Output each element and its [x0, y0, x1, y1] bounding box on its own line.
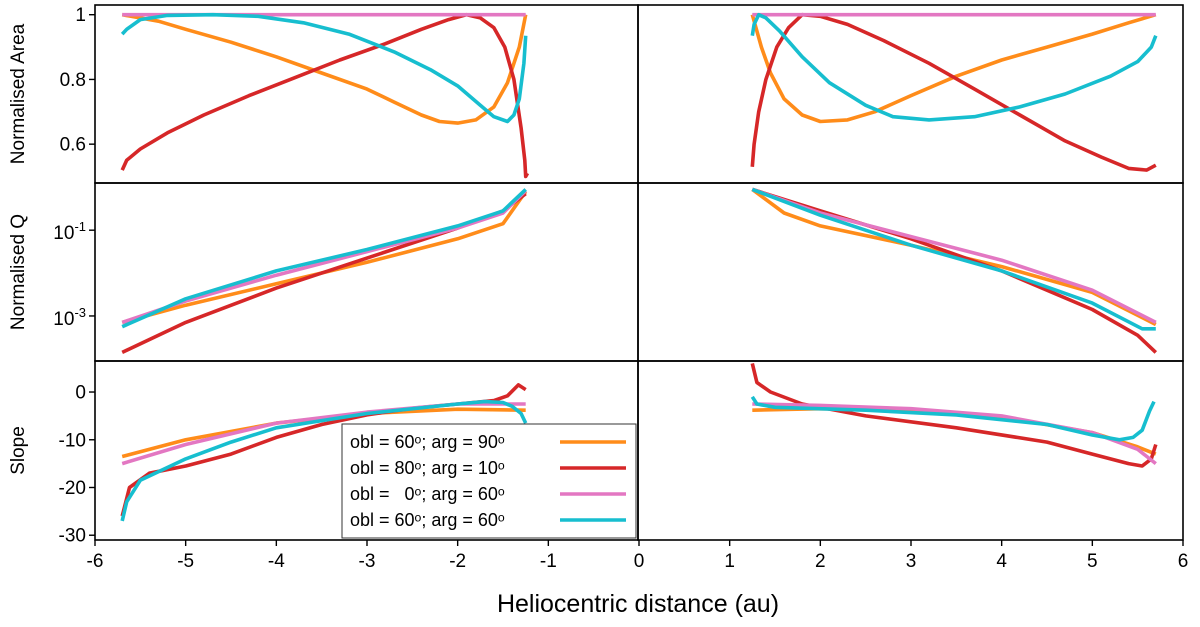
- y-tick-label-slope-2: -20: [59, 478, 86, 499]
- series-line-slope-3-right: [752, 402, 1157, 466]
- panel-slope-curves: [120, 362, 1158, 522]
- legend-label-3: obl = 0ᵒ; arg = 60ᵒ: [350, 484, 505, 504]
- x-tick-label-11: 5: [1087, 551, 1098, 572]
- x-tick-label-2: -4: [268, 551, 285, 572]
- x-tick-label-9: 3: [906, 551, 917, 572]
- y-tick-label-slope-1: -10: [59, 430, 86, 451]
- x-tick-label-1: -5: [177, 551, 194, 572]
- legend-label-4: obl = 60ᵒ; arg = 60ᵒ: [350, 510, 505, 530]
- x-tick-label-0: -6: [87, 551, 104, 572]
- y-axis-label-q: Normalised Q: [8, 214, 29, 330]
- x-tick-label-12: 6: [1178, 551, 1189, 572]
- series-line-slope-2-right: [750, 362, 1158, 468]
- series-line-q-3-left: [121, 189, 527, 325]
- y-tick-label-area-0: 1: [75, 5, 86, 26]
- y-tick-label-slope-0: 0: [75, 383, 86, 404]
- curves-layer: [120, 12, 1158, 522]
- series-line-area-2-right: [750, 12, 1157, 172]
- panel-area-left-frame: [94, 4, 639, 184]
- series-line-slope-4-right: [750, 395, 1156, 442]
- series-line-area-1-right: [750, 12, 1157, 124]
- x-tick-label-6: 0: [634, 551, 645, 572]
- series-line-area-1-left: [121, 12, 528, 125]
- y-axis-label-slope: Slope: [8, 426, 29, 475]
- x-tick-label-10: 4: [996, 551, 1007, 572]
- x-tick-label-3: -3: [359, 551, 376, 572]
- panel-q-right-frame: [637, 182, 1184, 362]
- series-line-q-2-left: [121, 192, 527, 355]
- x-tick-label-8: 2: [815, 551, 826, 572]
- series-line-area-4-left: [120, 12, 528, 124]
- y-axis-label-area: Normalised Area: [8, 23, 29, 164]
- frames-layer: [94, 4, 1184, 541]
- panel-q-left-frame: [94, 182, 639, 362]
- y-tick-label-q-1: 10-3: [53, 305, 86, 330]
- y-tick-label-area-1: 0.8: [60, 70, 86, 91]
- x-tick-label-4: -2: [449, 551, 466, 572]
- x-axis-label: Heliocentric distance (au): [497, 590, 779, 618]
- series-line-q-4-right: [751, 187, 1156, 331]
- panel-q-curves: [121, 187, 1158, 355]
- series-line-area-4-right: [750, 12, 1158, 122]
- series-line-area-2-left: [120, 12, 530, 179]
- legend: obl = 60ᵒ; arg = 90ᵒ obl = 80ᵒ; arg = 10ᵒ…: [341, 423, 637, 539]
- panel-slope-right-frame: [637, 360, 1184, 541]
- series-line-q-4-left: [121, 188, 527, 329]
- x-tick-label-5: -1: [540, 551, 557, 572]
- y-tick-label-area-2: 0.6: [60, 135, 86, 156]
- legend-label-1: obl = 60ᵒ; arg = 90ᵒ: [350, 432, 505, 452]
- series-line-slope-4-left: [120, 399, 528, 522]
- series-line-q-1-left: [121, 190, 528, 325]
- y-tick-label-slope-3: -30: [59, 526, 86, 547]
- panel-area-curves: [120, 12, 1158, 179]
- x-tick-label-7: 1: [724, 551, 735, 572]
- legend-label-2: obl = 80ᵒ; arg = 10ᵒ: [350, 458, 505, 478]
- y-tick-label-q-0: 10-1: [53, 219, 86, 244]
